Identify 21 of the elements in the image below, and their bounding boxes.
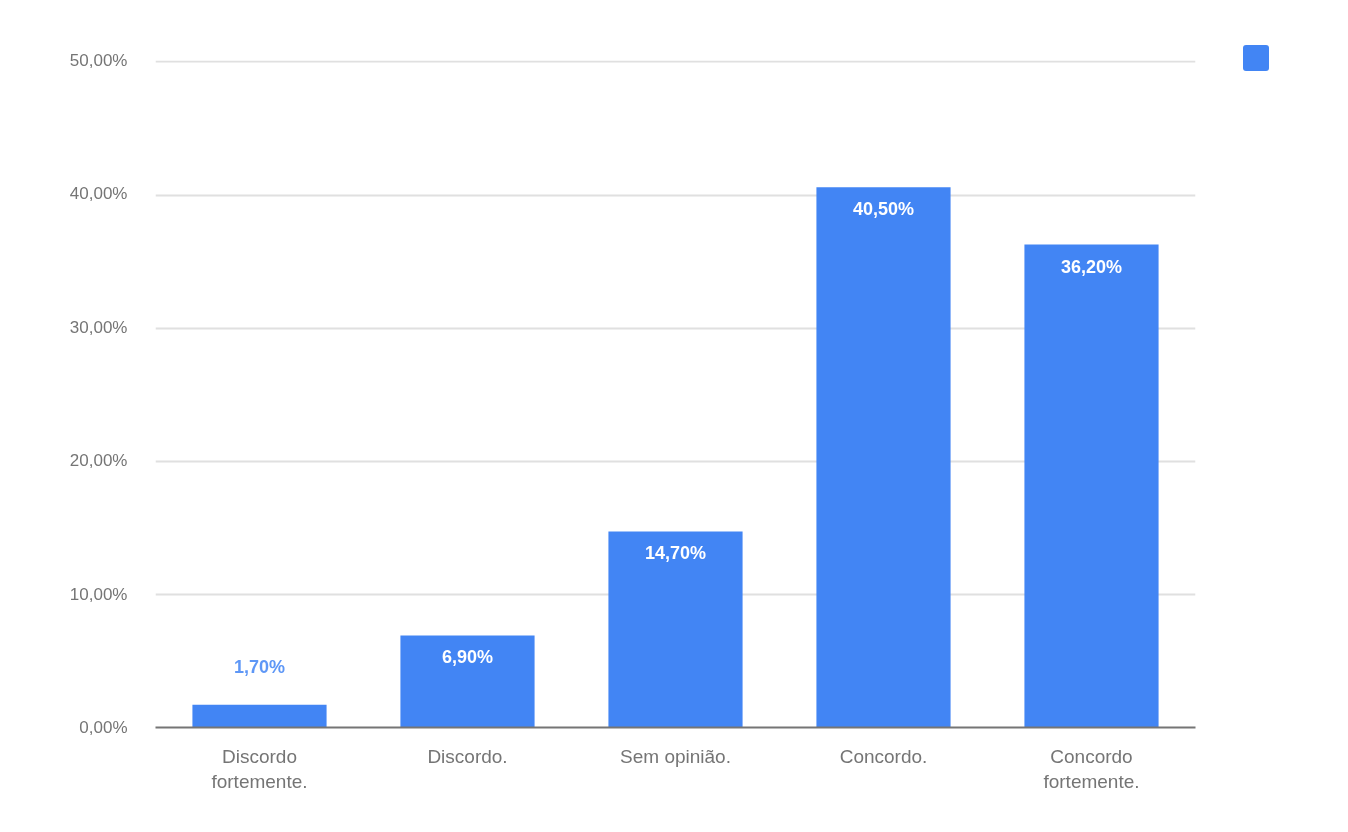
y-tick-label: 10,00%	[69, 584, 128, 604]
data-label: 1,70%	[233, 656, 286, 677]
y-tick-label: 50,00%	[69, 51, 128, 70]
y-tick-label: 0,00%	[79, 718, 128, 737]
bar	[192, 704, 327, 728]
x-tick-label: Concordo fortemente.	[1043, 745, 1140, 792]
x-tick-label: Concordo.	[839, 745, 928, 767]
y-tick-label: 30,00%	[69, 317, 128, 337]
y-tick-label: 20,00%	[69, 451, 128, 471]
bar	[608, 531, 743, 728]
x-tick-label: Discordo fortemente.	[211, 745, 308, 792]
data-label: 14,70%	[644, 543, 707, 564]
bar	[400, 635, 535, 728]
y-tick-label: 40,00%	[69, 184, 128, 204]
data-label: 36,20%	[1060, 256, 1123, 277]
x-tick-label: Discordo.	[427, 745, 508, 767]
bar	[816, 187, 951, 728]
bar	[1024, 244, 1159, 728]
x-tick-label: Sem opinião.	[620, 745, 731, 767]
data-label: 40,50%	[852, 199, 915, 220]
data-label: 6,90%	[441, 647, 494, 668]
